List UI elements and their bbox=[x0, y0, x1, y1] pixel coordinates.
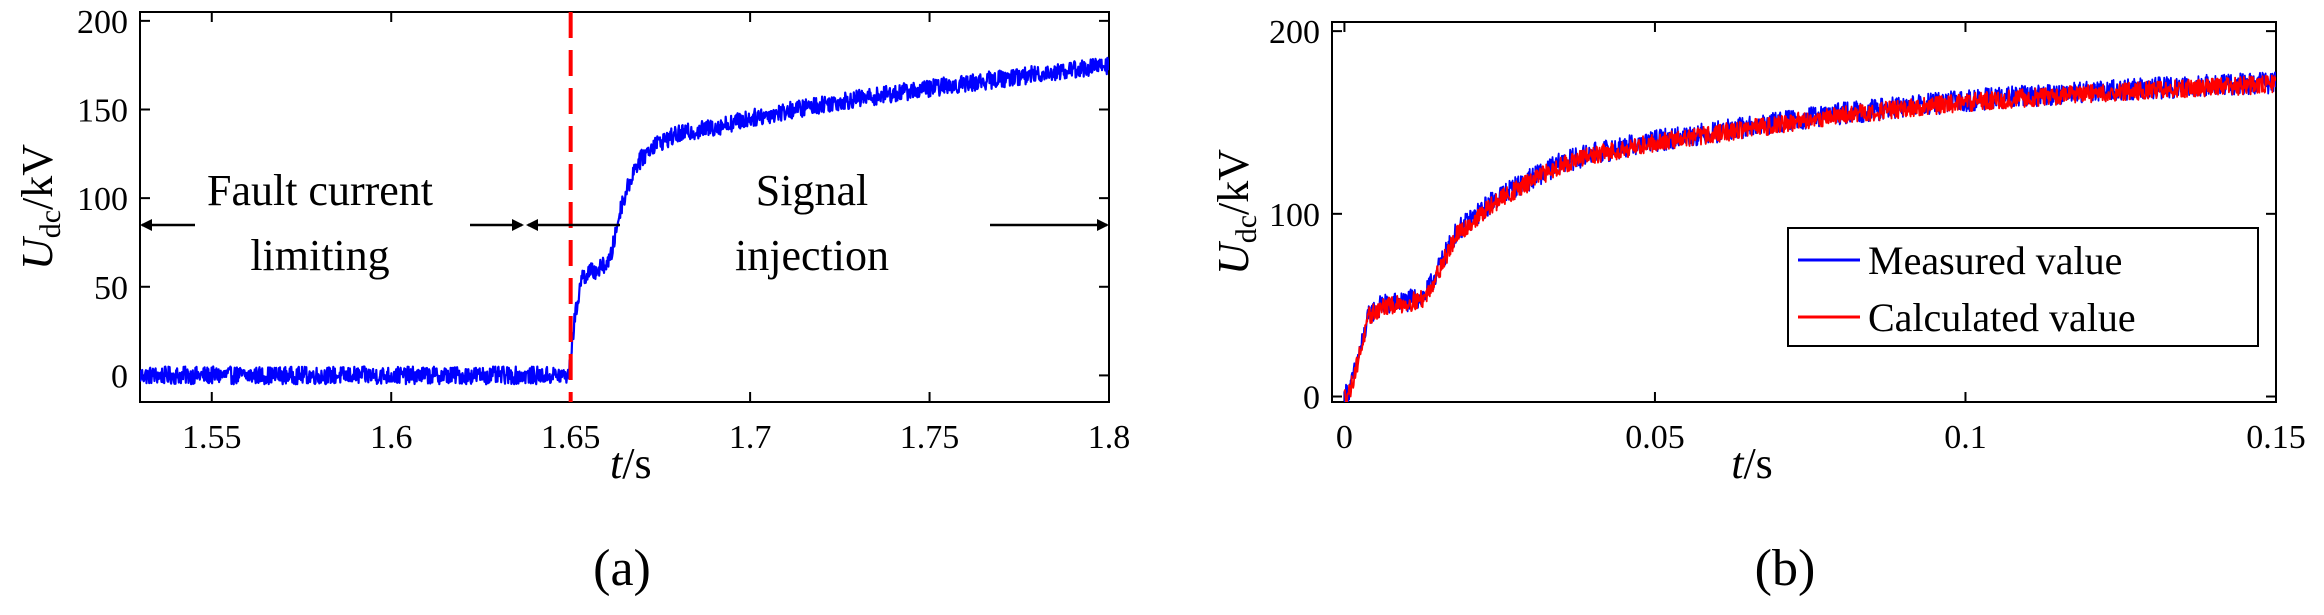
panel-a-plot-area bbox=[139, 11, 1110, 403]
xtick-label: 1.8 bbox=[1088, 419, 1131, 456]
annotation-fault-line2: limiting bbox=[250, 231, 389, 280]
ytick-label: 200 bbox=[77, 4, 128, 41]
panel-b-series bbox=[1343, 71, 2276, 402]
xtick-label: 0.15 bbox=[2246, 419, 2306, 456]
xtick-label: 0 bbox=[1336, 419, 1353, 456]
panel-b-xlabel: t/s bbox=[1731, 439, 1773, 488]
panel-a-ticks: 1.55 1.6 1.65 1.7 1.75 1.8 0 50 100 150 200 bbox=[77, 4, 1130, 456]
legend-label-calculated: Calculated value bbox=[1868, 295, 2136, 340]
legend-label-measured: Measured value bbox=[1868, 238, 2122, 283]
panel-a-series bbox=[140, 56, 1109, 386]
ytick-label: 0 bbox=[1303, 380, 1320, 417]
annotation-signal-line1: Signal bbox=[756, 166, 868, 215]
panel-b: 0 0.05 0.1 0.15 0 100 200 Measured value Calcu… bbox=[1209, 14, 2306, 597]
ytick-label: 150 bbox=[77, 93, 128, 130]
annotation-fault-line1: Fault current bbox=[207, 166, 433, 215]
ytick-label: 100 bbox=[1269, 197, 1320, 234]
series-line-u-dc bbox=[140, 56, 1109, 386]
xtick-label: 1.7 bbox=[729, 419, 772, 456]
panel-a-xlabel: t/s bbox=[610, 439, 652, 488]
ytick-label: 0 bbox=[111, 358, 128, 395]
ytick-label: 200 bbox=[1269, 14, 1320, 51]
panel-a-label: (a) bbox=[593, 540, 651, 597]
xtick-label: 1.75 bbox=[900, 419, 960, 456]
legend-box bbox=[1787, 227, 2259, 347]
panel-b-ylabel: Udc/kV bbox=[1209, 149, 1263, 275]
series-line-calculated-value bbox=[1343, 74, 2276, 402]
panel-a-ylabel: Udc/kV bbox=[13, 144, 67, 270]
xtick-label: 1.65 bbox=[541, 419, 601, 456]
ytick-label: 100 bbox=[77, 181, 128, 218]
ytick-label: 50 bbox=[94, 270, 128, 307]
panel-a: 1.55 1.6 1.65 1.7 1.75 1.8 0 50 100 150 200 Fault … bbox=[13, 4, 1130, 597]
xtick-label: 1.6 bbox=[370, 419, 413, 456]
xtick-label: 0.1 bbox=[1944, 419, 1987, 456]
xtick-label: 1.55 bbox=[182, 419, 242, 456]
annotation-signal-line2: injection bbox=[735, 231, 889, 280]
xtick-label: 0.05 bbox=[1625, 419, 1685, 456]
panel-b-ticks: 0 0.05 0.1 0.15 0 100 200 bbox=[1269, 14, 2306, 456]
panel-b-legend: Measured value Calculated value bbox=[1787, 227, 2259, 347]
panel-b-label: (b) bbox=[1755, 540, 1816, 597]
